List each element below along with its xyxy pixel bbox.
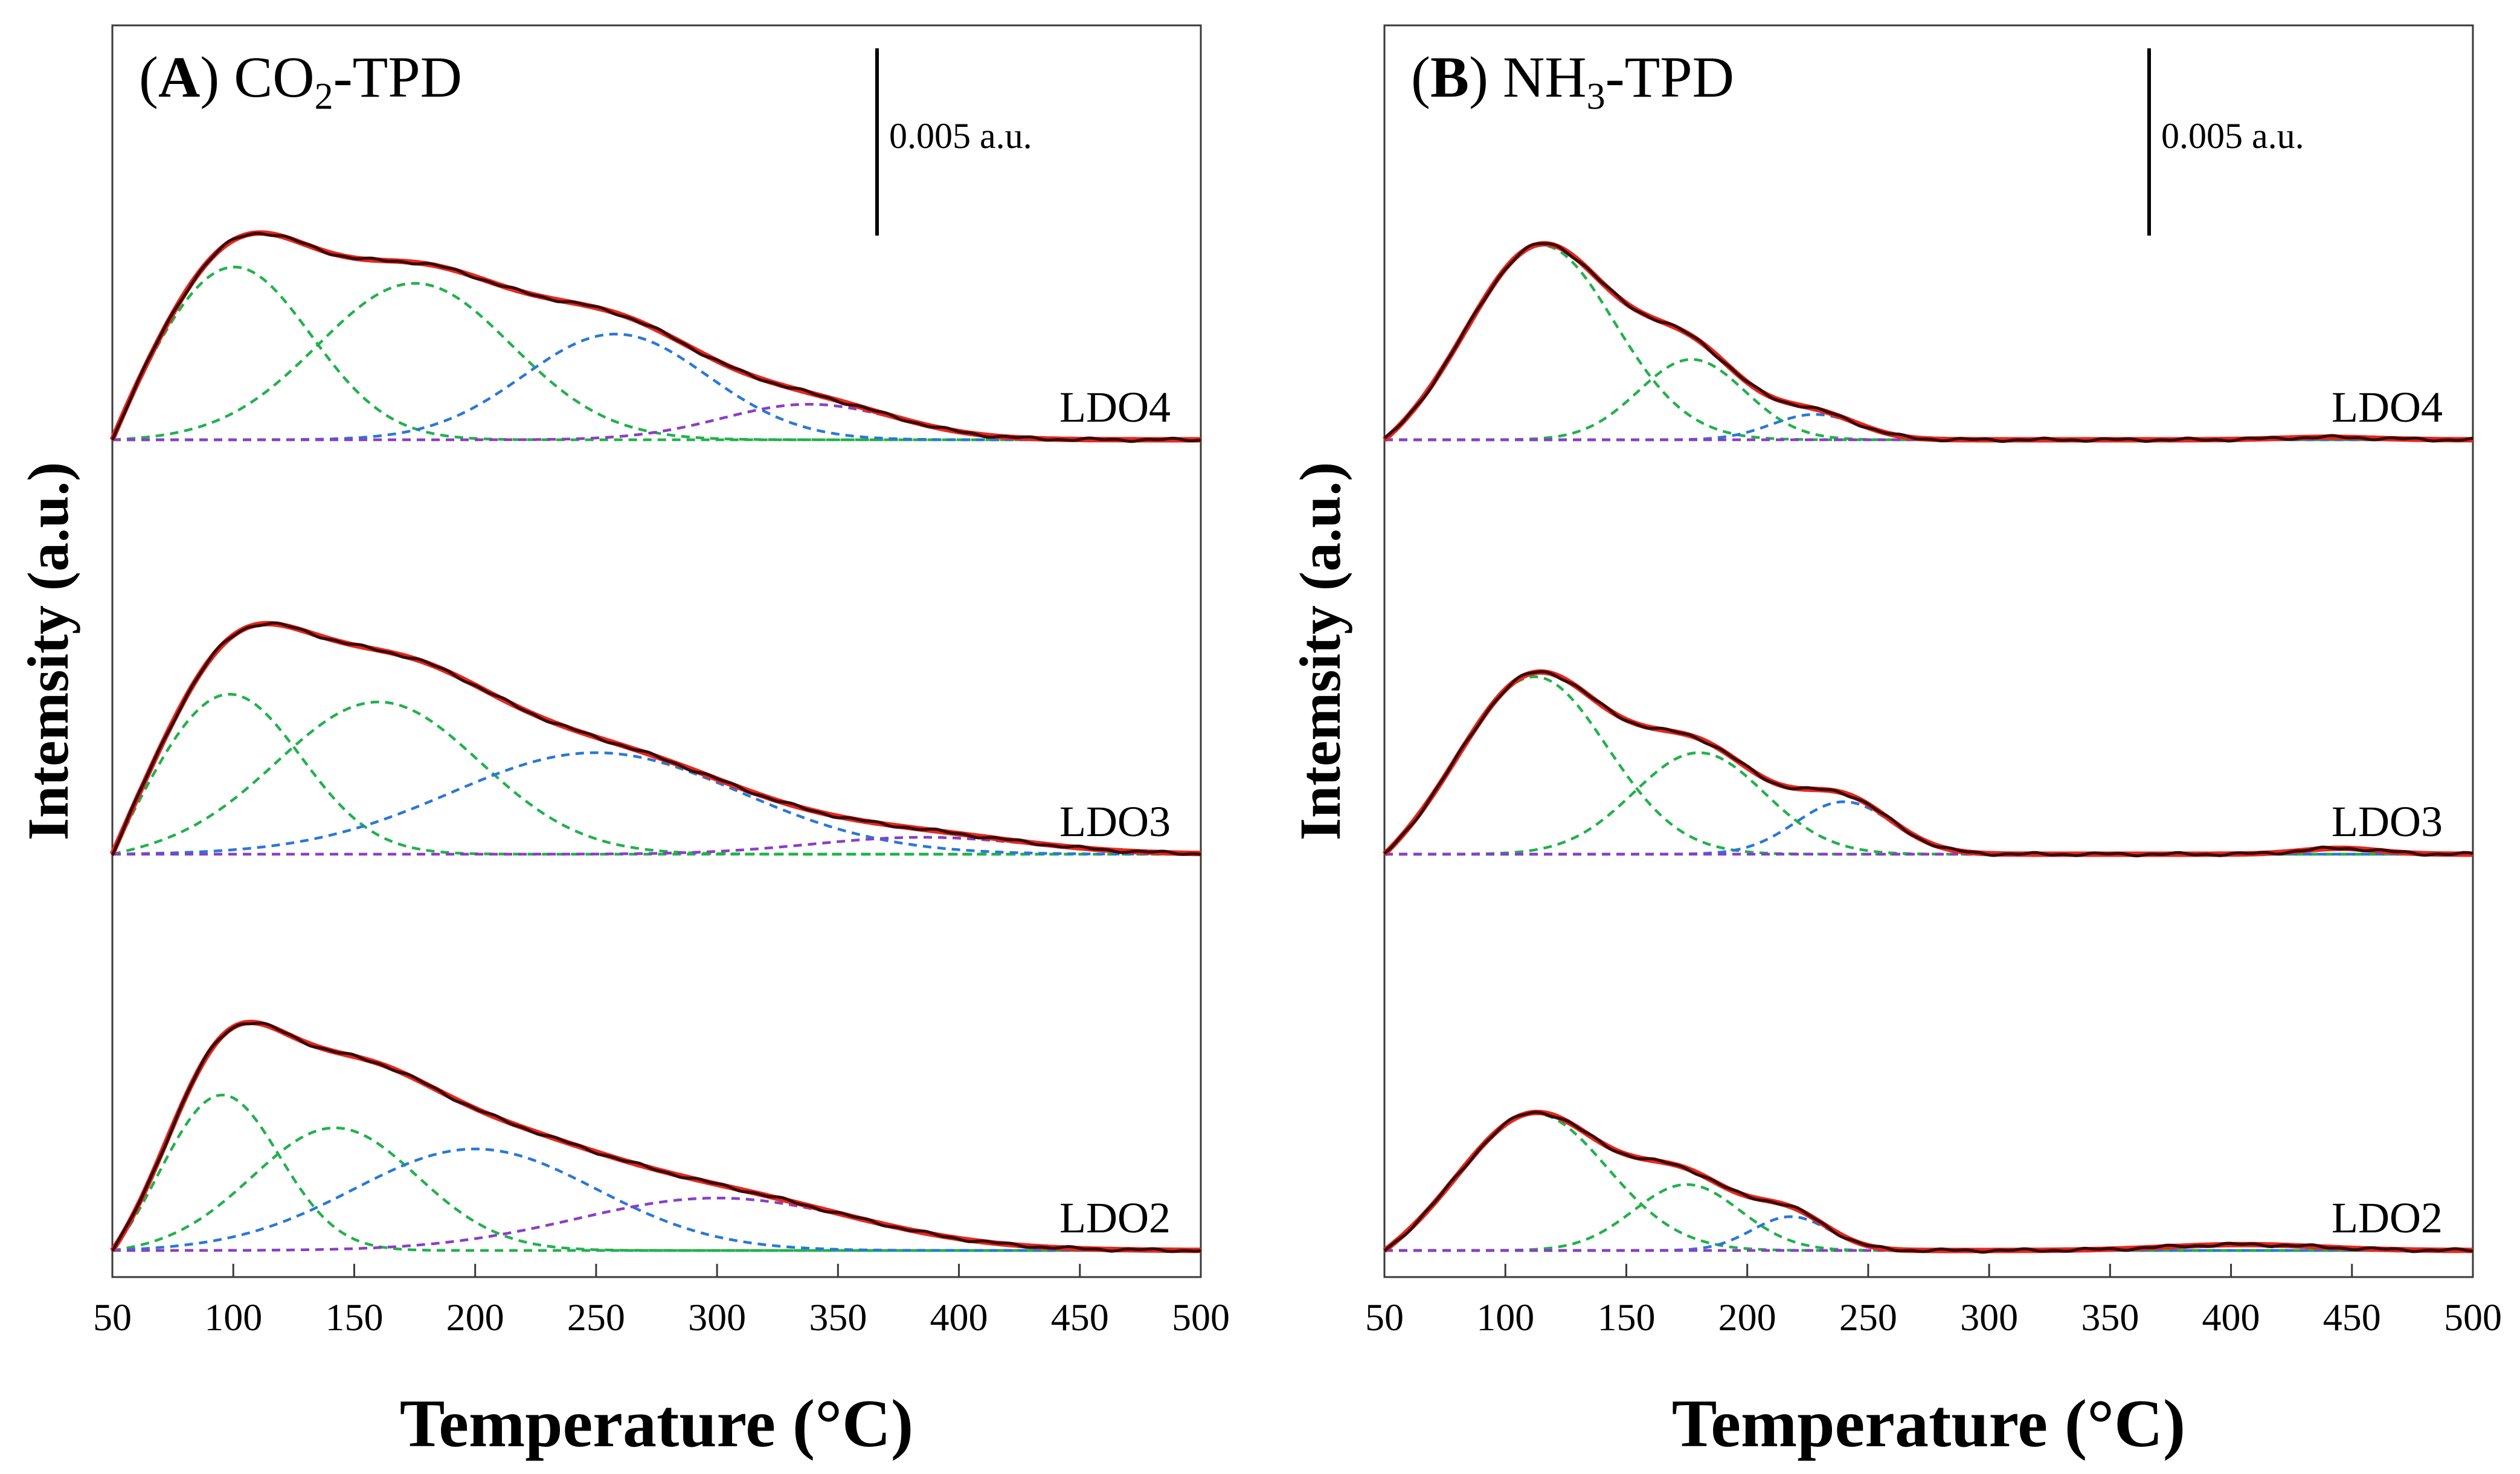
x-tick-label: 100: [1476, 1296, 1534, 1339]
experimental-curve: [111, 621, 1201, 856]
sample-label: LDO2: [2332, 1194, 2443, 1242]
x-tick-label: 150: [1597, 1296, 1655, 1339]
gaussian-component: [1384, 358, 2473, 442]
x-tick-label: 300: [1960, 1296, 2018, 1339]
x-tick-label: 50: [93, 1296, 132, 1339]
experimental-curve: [1383, 242, 2473, 443]
x-tick-label: 300: [688, 1296, 746, 1339]
title-suffix: -TPD: [333, 45, 462, 109]
panel-letter: B: [1430, 45, 1469, 109]
fitted-curve: [109, 620, 1201, 857]
co2-tpd-panel: 50 100 150 200 250 300 350 400 450 500 LDO4LDO3LD…: [16, 24, 1230, 1461]
nh3-tpd-panel: 50 100 150 200 250 300 350 400 450 500 LDO4LDO3LD…: [1288, 24, 2502, 1461]
sample-labels: LDO4 LDO3 LDO2: [1059, 383, 1171, 1242]
gaussian-component: [112, 1147, 1201, 1252]
gaussian-component: [112, 751, 1201, 856]
gaussian-component: [112, 402, 1201, 442]
gaussian-component: [1383, 243, 2473, 442]
sample-label: LDO3: [2332, 797, 2443, 846]
x-tick-label: 450: [2323, 1296, 2381, 1339]
gaussian-component: [111, 265, 1201, 442]
plot-frame: [1383, 24, 2474, 1278]
x-tick-label: 350: [809, 1296, 867, 1339]
y-axis-label: Intemsity (a.u.): [1288, 462, 1352, 841]
scale-bar-label: 0.005 a.u.: [889, 116, 1032, 156]
fitted-curve: [109, 230, 1201, 443]
x-tick-label: 500: [2444, 1296, 2502, 1339]
x-tick-label: 50: [1365, 1296, 1404, 1339]
experimental-curve: [1383, 1110, 2473, 1254]
x-tick-label: 200: [446, 1296, 504, 1339]
sample-label: LDO4: [2332, 383, 2443, 431]
panel-title: (B) NH3-TPD: [1411, 45, 1734, 117]
x-tick-label: 250: [1839, 1296, 1897, 1339]
experimental-curve: [1383, 670, 2473, 858]
x-tick-label: 450: [1051, 1296, 1109, 1339]
sample-label: LDO2: [1059, 1194, 1171, 1242]
experimental-curve: [111, 231, 1201, 443]
gaussian-component: [1384, 751, 2473, 856]
sample-label: LDO3: [1059, 797, 1171, 846]
plot-frame: [111, 24, 1202, 1278]
panel-title: (A) CO2-TPD: [139, 45, 462, 117]
gaussian-component: [112, 282, 1201, 442]
gaussian-component: [111, 693, 1201, 856]
scale-bar-label: 0.005 a.u.: [2161, 116, 2304, 156]
x-tick-label: 350: [2081, 1296, 2139, 1339]
gaussian-component: [112, 332, 1201, 442]
fitted-curve: [1382, 669, 2473, 857]
tpd-curves: [1382, 240, 2473, 1254]
x-tick-label: 250: [567, 1296, 625, 1339]
x-ticks: [111, 1264, 1202, 1277]
x-tick-label: 150: [325, 1296, 383, 1339]
x-axis-label: Temperature (°C): [1672, 1386, 2185, 1461]
gaussian-component: [111, 1093, 1201, 1252]
gaussian-component: [112, 835, 1201, 856]
fitted-curve: [1383, 240, 2473, 443]
title-prefix: CO: [234, 45, 314, 109]
sample-label: LDO4: [1059, 383, 1171, 431]
gaussian-component: [1383, 1112, 2473, 1252]
title-suffix: -TPD: [1606, 45, 1734, 109]
x-tick-labels: 50 100 150 200 250 300 350 400 450 500: [93, 1296, 1230, 1339]
sample-labels: LDO4 LDO3 LDO2: [2332, 383, 2443, 1242]
x-ticks: [1383, 1264, 2474, 1277]
fitted-curve: [1383, 1109, 2473, 1254]
x-tick-label: 100: [204, 1296, 262, 1339]
experimental-curve: [111, 1022, 1201, 1254]
fitted-curve: [110, 1020, 1201, 1254]
tpd-curves: [109, 230, 1201, 1254]
x-tick-label: 400: [930, 1296, 988, 1339]
gaussian-component: [112, 1126, 1201, 1252]
title-subscript: 2: [315, 76, 333, 117]
panel-letter: A: [158, 45, 200, 109]
x-tick-label: 500: [1172, 1296, 1230, 1339]
gaussian-component: [1383, 675, 2473, 856]
title-prefix: NH: [1503, 45, 1587, 109]
gaussian-component: [1384, 1183, 2473, 1252]
y-axis-label: Intemsity (a.u.): [16, 462, 80, 841]
x-tick-label: 200: [1718, 1296, 1776, 1339]
x-tick-label: 400: [2202, 1296, 2260, 1339]
x-tick-labels: 50 100 150 200 250 300 350 400 450 500: [1365, 1296, 2502, 1339]
title-subscript: 3: [1587, 76, 1606, 117]
x-axis-label: Temperature (°C): [400, 1386, 913, 1461]
